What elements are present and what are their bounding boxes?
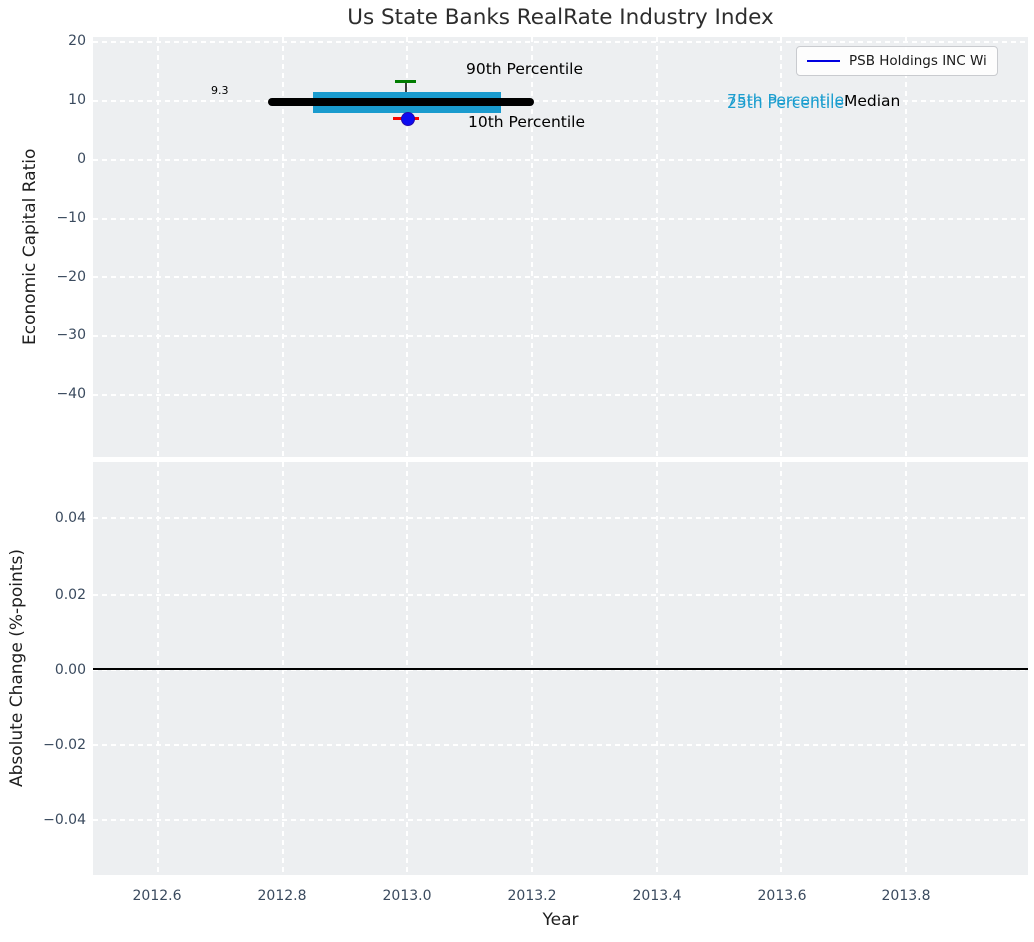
ytick-top: 20 (68, 33, 86, 49)
x-axis-label: Year (542, 910, 579, 930)
ytick-top: −30 (56, 327, 86, 343)
gridline-v (406, 37, 408, 457)
xtick: 2012.8 (257, 888, 307, 904)
median-line (268, 98, 534, 106)
ytick-bottom: 0.04 (54, 510, 86, 526)
gridline-v (656, 37, 658, 457)
annotation-75th-percentile: 75th Percentile (727, 91, 845, 109)
bottom-plot-area (93, 462, 1028, 875)
gridline-h (93, 335, 1028, 337)
gridline-h (93, 41, 1028, 43)
xtick: 2013.6 (757, 888, 807, 904)
zero-reference-line (93, 668, 1028, 671)
gridline-h (93, 517, 1028, 519)
ytick-bottom: 0.00 (54, 662, 86, 678)
psb-data-point (400, 111, 415, 126)
gridline-v (905, 37, 907, 457)
xtick: 2013.4 (632, 888, 682, 904)
annotation-90th-percentile: 90th Percentile (466, 60, 584, 78)
legend-line-sample (807, 59, 840, 63)
gridline-h (93, 276, 1028, 278)
top-plot-area: 9.3 90th Percentile 10th Percentile 75th… (93, 37, 1028, 457)
ytick-bottom: −0.04 (43, 812, 86, 828)
y-axis-label-top: Economic Capital Ratio (20, 148, 40, 346)
gridline-h (93, 159, 1028, 161)
gridline-h (93, 819, 1028, 821)
ytick-top: 0 (77, 151, 86, 167)
gridline-v (780, 37, 782, 457)
gridline-h (93, 100, 1028, 102)
y-axis-label-bottom: Absolute Change (%-points) (7, 549, 27, 788)
gridline-h (93, 594, 1028, 596)
gridline-h (93, 218, 1028, 220)
ytick-top: −40 (56, 386, 86, 402)
xtick: 2013.8 (881, 888, 931, 904)
p90-cap (395, 80, 416, 84)
median-value-label: 9.3 (211, 83, 229, 97)
gridline-h (93, 744, 1028, 746)
chart-title: Us State Banks RealRate Industry Index (347, 5, 774, 30)
legend: PSB Holdings INC Wi (796, 46, 998, 76)
ytick-bottom: 0.02 (54, 587, 86, 603)
ytick-top: −10 (56, 210, 86, 226)
gridline-v (282, 37, 284, 457)
legend-label: PSB Holdings INC Wi (849, 53, 987, 69)
ytick-bottom: −0.02 (43, 737, 86, 753)
ytick-top: 10 (68, 92, 86, 108)
annotation-25th-percentile: 25th Percentile (727, 93, 845, 112)
annotation-10th-percentile: 10th Percentile (468, 113, 586, 131)
annotation-median: Median (844, 92, 901, 110)
gridline-v (531, 37, 533, 457)
xtick: 2013.0 (382, 888, 432, 904)
xtick: 2012.6 (132, 888, 182, 904)
ytick-top: −20 (56, 269, 86, 285)
xtick: 2013.2 (507, 888, 557, 904)
gridline-h (93, 394, 1028, 396)
gridline-v (157, 37, 159, 457)
